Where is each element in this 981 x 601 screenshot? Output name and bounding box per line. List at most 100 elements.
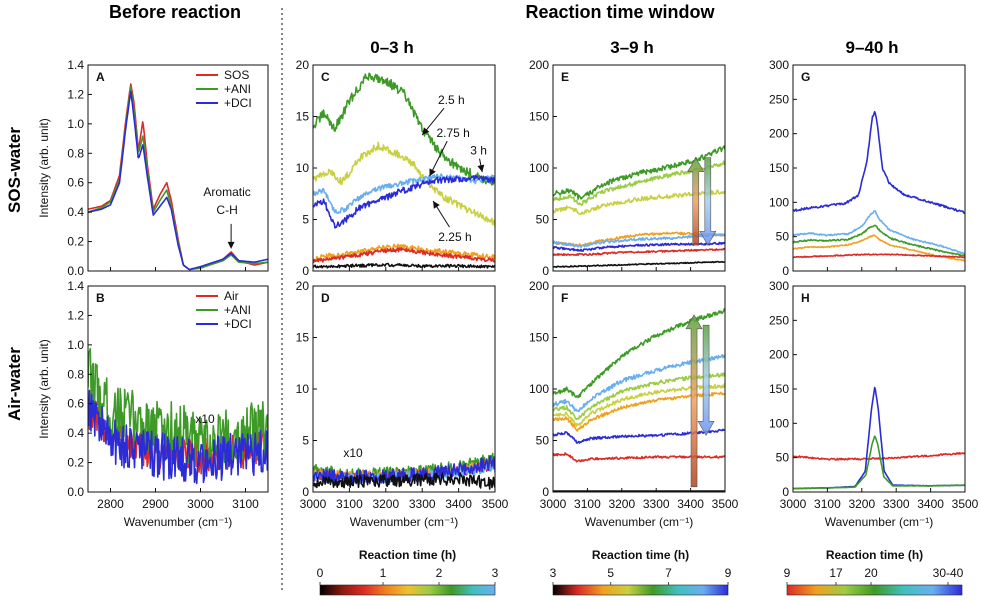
y-tick-label-A-1: 0.2	[67, 235, 84, 249]
colorbar-tick-label-0-3: 3	[492, 566, 499, 580]
y-tick-label-A-6: 1.2	[67, 87, 84, 101]
plot-frame-A	[87, 64, 269, 272]
y-tick-label-H-6: 300	[769, 279, 789, 293]
colorbars: Reaction time (h) 0 1 2 3 Reaction time (h) 3 5…	[317, 548, 964, 596]
series-line-F-green	[553, 308, 725, 399]
y-tick-label-F-0: 0	[542, 485, 549, 499]
window-title-9-40: 9–40 h	[846, 38, 899, 57]
colorbar-tick-label-2-2: 20	[864, 566, 878, 580]
x-tick-label-D-0: 3000	[300, 497, 327, 511]
y-tick-label-D-3: 15	[296, 331, 310, 345]
x-tick-label-D-2: 3200	[372, 497, 399, 511]
colorbar-title-2: Reaction time (h)	[826, 548, 923, 562]
x-tick-label-F-5: 3500	[712, 497, 739, 511]
colorbar-gradient-2	[786, 584, 963, 596]
y-tick-label-G-2: 100	[769, 195, 789, 209]
legend-label-B-2: +DCI	[224, 317, 252, 331]
y-tick-label-E-2: 100	[529, 161, 549, 175]
x-tick-label-F-1: 3100	[574, 497, 601, 511]
y-tick-label-C-2: 10	[296, 161, 310, 175]
panel-C: 0 5 10 15 20 C 2.5 h 2.75 h3 h 2.25 h	[296, 58, 496, 278]
panel-G: 0 50 100 150 200 250 300 G	[769, 58, 966, 278]
y-tick-label-A-0: 0.0	[67, 264, 84, 278]
trend-arrow-up-E	[687, 157, 705, 246]
plot-frame-B	[87, 285, 269, 493]
x-axis-label-H: Wavenumber (cm⁻¹)	[825, 515, 934, 529]
curve-label-arrowhead-C-3	[433, 200, 440, 209]
x-tick-label-H-5: 3500	[952, 497, 979, 511]
colorbar-0: Reaction time (h) 0 1 2 3	[317, 548, 499, 596]
y-tick-label-H-1: 50	[776, 451, 790, 465]
series-line-H-blue	[793, 386, 965, 490]
y-tick-label-D-4: 20	[296, 279, 310, 293]
window-title-0-3: 0–3 h	[370, 38, 413, 57]
x-axis-label-D: Wavenumber (cm⁻¹)	[350, 515, 459, 529]
y-tick-label-D-0: 0	[302, 485, 309, 499]
series-line-B--ani	[88, 347, 268, 470]
panel-B: 0.0 0.2 0.4 0.6 0.8 1.0 1.2 1.4 2800 2900 3000 3100…	[37, 279, 269, 529]
colorbar-gradient-0	[319, 584, 496, 596]
y-tick-label-A-3: 0.6	[67, 176, 84, 190]
series-group-G	[793, 110, 965, 262]
panel-letter-A: A	[96, 70, 105, 84]
legend-label-B-0: Air	[224, 289, 239, 303]
colorbar-2: Reaction time (h) 9 17 20 30-40	[784, 548, 964, 596]
y-tick-label-H-4: 200	[769, 348, 789, 362]
series-line-A--dci	[88, 90, 268, 271]
colorbar-tick-label-1-1: 5	[607, 566, 614, 580]
series-line-C-2-5-h	[313, 72, 495, 186]
series-line-G-lightblue	[793, 210, 965, 255]
series-line-C-black	[313, 262, 495, 269]
series-line-C-2-25-h	[313, 141, 495, 227]
y-tick-label-B-0: 0.0	[67, 485, 84, 499]
annotation-arrowhead-A	[227, 241, 235, 249]
x-tick-label-B-3: 3100	[232, 497, 259, 511]
panel-F: 0 50 100 150 200 3000 3100 3200 3300 3400 3500 F Wav…	[529, 279, 739, 529]
trend-arrow-down-F	[697, 324, 715, 436]
colorbar-tick-label-0-1: 1	[380, 566, 387, 580]
y-tick-label-H-0: 0	[782, 485, 789, 499]
y-tick-label-E-3: 150	[529, 110, 549, 124]
x-tick-label-H-0: 3000	[780, 497, 807, 511]
series-line-C-3-h	[313, 175, 495, 229]
series-group-H	[793, 386, 965, 490]
colorbar-tick-label-1-3: 9	[725, 566, 732, 580]
colorbar-title-0: Reaction time (h)	[359, 548, 456, 562]
x-axis-label-B: Wavenumber (cm⁻¹)	[124, 515, 233, 529]
curve-label-arrowhead-C-2	[477, 164, 485, 173]
colorbar-tick-label-0-0: 0	[317, 566, 324, 580]
panel-letter-E: E	[561, 70, 569, 84]
panel-letter-C: C	[321, 70, 330, 84]
x-tick-label-D-5: 3500	[482, 497, 509, 511]
y-tick-label-A-2: 0.4	[67, 205, 84, 219]
panel-letter-B: B	[96, 291, 105, 305]
y-tick-label-E-0: 0	[542, 264, 549, 278]
curve-label-C-3: 2.25 h	[438, 230, 471, 244]
panel-letter-D: D	[321, 291, 330, 305]
colorbar-1: Reaction time (h) 3 5 7 9	[550, 548, 732, 596]
series-line-E-yellow	[553, 189, 725, 216]
window-title-3-9: 3–9 h	[610, 38, 653, 57]
colorbar-tick-label-1-2: 7	[665, 566, 672, 580]
x-tick-label-B-2: 3000	[187, 497, 214, 511]
y-tick-label-D-2: 10	[296, 382, 310, 396]
colorbar-title-1: Reaction time (h)	[592, 548, 689, 562]
x-tick-label-H-1: 3100	[814, 497, 841, 511]
row-label-sos: SOS-water	[5, 127, 24, 213]
plot-frame-D	[312, 285, 496, 493]
legend-label-A-0: SOS	[224, 68, 249, 82]
legend-label-B-1: +ANI	[224, 303, 251, 317]
x-tick-label-H-4: 3400	[917, 497, 944, 511]
series-line-G-green	[793, 224, 965, 257]
panel-D: 0 5 10 15 20 3000 3100 3200 3300 3400 3500 D Wavenum…	[296, 279, 509, 529]
x-tick-label-F-4: 3400	[677, 497, 704, 511]
y-tick-label-G-1: 50	[776, 230, 790, 244]
y-tick-label-F-4: 200	[529, 279, 549, 293]
section-title-window: Reaction time window	[525, 2, 715, 22]
x-tick-label-F-3: 3300	[643, 497, 670, 511]
annotation-B-0: x10	[195, 412, 215, 426]
series-line-E-red	[553, 247, 725, 257]
section-title-before: Before reaction	[109, 2, 241, 22]
y-tick-label-B-4: 0.8	[67, 367, 84, 381]
colorbar-tick-label-1-0: 3	[550, 566, 557, 580]
